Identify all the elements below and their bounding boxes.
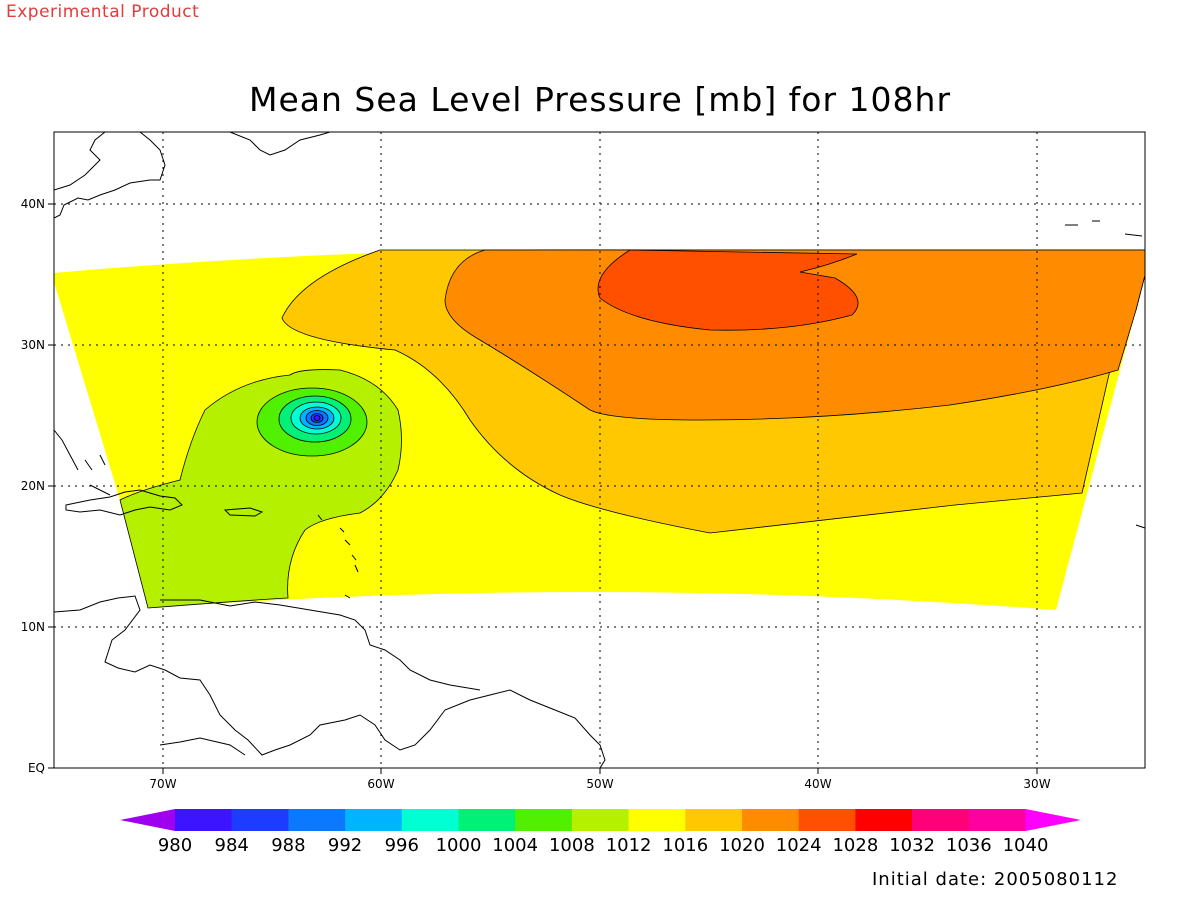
chart-title: Mean Sea Level Pressure [mb] for 108hr [248, 80, 952, 119]
lat-tick-label: 20N [21, 479, 45, 493]
colorbar-segment [628, 809, 686, 831]
colorbar-label: 992 [328, 835, 362, 856]
colorbar-label: 1016 [662, 835, 708, 856]
coastline-azores [1065, 220, 1143, 237]
colorbar-segment [288, 809, 346, 831]
colorbar-label: 1004 [492, 835, 538, 856]
colorbar-segment [120, 809, 175, 831]
grid-lines [54, 132, 1145, 768]
coastline-lesser-antilles [317, 514, 359, 599]
colorbar-segment [458, 809, 516, 831]
colorbar-segment [515, 809, 573, 831]
colorbar-segment [345, 809, 403, 831]
lon-tick-label: 30W [1023, 777, 1050, 791]
colorbar-segment [231, 809, 289, 831]
colorbar-label: 1020 [719, 835, 765, 856]
colorbar-segment [855, 809, 913, 831]
colorbar-label: 1032 [889, 835, 935, 856]
lat-tick-label: EQ [28, 761, 45, 775]
axis-ticks: 70W 60W 50W 40W 30W EQ 10N 20N 30N 40N [21, 197, 1051, 791]
coastlines [54, 132, 1145, 768]
colorbar-label: 988 [271, 835, 305, 856]
experimental-banner: Experimental Product [6, 2, 200, 22]
colorbar-label: 1040 [1003, 835, 1049, 856]
lat-tick-label: 10N [21, 620, 45, 634]
colorbar-segment [401, 809, 459, 831]
colorbar-label: 1036 [946, 835, 992, 856]
colorbar-segment [685, 809, 743, 831]
lat-tick-label: 40N [21, 197, 45, 211]
coastline-north-america [54, 132, 166, 219]
colorbar-segment [1025, 809, 1081, 831]
colorbar-segment [912, 809, 970, 831]
lon-tick-label: 60W [367, 777, 394, 791]
colorbar-label: 980 [158, 835, 192, 856]
field-1024-band [597, 249, 859, 331]
colorbar-segment [742, 809, 800, 831]
coastline-florida-bahamas [54, 429, 111, 496]
lat-tick-label: 30N [21, 338, 45, 352]
lon-tick-label: 50W [586, 777, 613, 791]
colorbar-segment [175, 809, 233, 831]
colorbar-label: 1008 [549, 835, 595, 856]
colorbar-segment [571, 809, 630, 831]
coastline-central-america [159, 737, 246, 756]
colorbar: 980 984 988 992 996 1000 1004 1008 1012 1016 1020 1… [120, 809, 1081, 856]
coastline-south-america [54, 595, 606, 768]
pressure-field [54, 249, 1145, 610]
colorbar-label: 1012 [606, 835, 652, 856]
colorbar-segment [968, 809, 1026, 831]
colorbar-label: 1024 [776, 835, 822, 856]
colorbar-label: 1000 [436, 835, 482, 856]
colorbar-segment [798, 809, 856, 831]
lon-tick-label: 70W [149, 777, 176, 791]
colorbar-label: 984 [215, 835, 249, 856]
coastline-cuba-hispaniola [65, 489, 264, 517]
lon-tick-label: 40W [804, 777, 831, 791]
initial-date: Initial date: 2005080112 [872, 869, 1119, 890]
colorbar-label: 1028 [832, 835, 878, 856]
coastline-canary [1135, 524, 1145, 529]
field-980-band [313, 415, 321, 421]
coastline-newfoundland [229, 132, 331, 156]
colorbar-label: 996 [385, 835, 419, 856]
